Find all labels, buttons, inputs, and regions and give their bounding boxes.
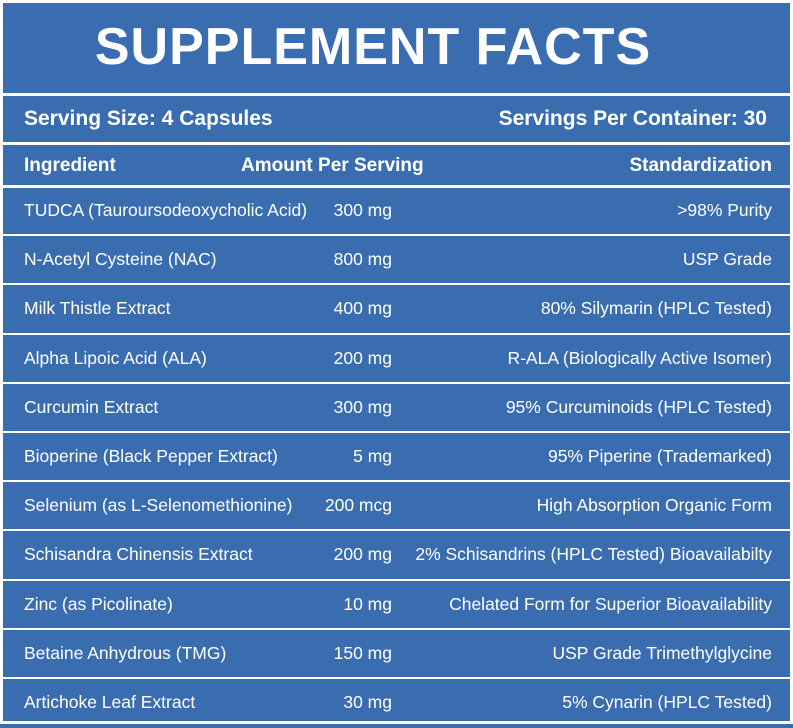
- ingredient-cell: N-Acetyl Cysteine (NAC): [24, 249, 217, 270]
- amount-cell: 30 mg: [343, 691, 392, 712]
- amount-cell: 300 mg: [333, 200, 392, 220]
- column-header-amount: Amount Per Serving: [241, 155, 424, 176]
- standardization-cell: >98% Purity: [677, 200, 772, 220]
- row-divider: [3, 676, 790, 679]
- serving-size: Serving Size: 4 Capsules: [24, 107, 273, 130]
- table-row: Milk Thistle Extract 400 mg 80% Silymarin …: [3, 285, 790, 335]
- ingredient-cell: Bioperine (Black Pepper Extract): [24, 445, 278, 466]
- table-row: Bioperine (Black Pepper Extract) 5 mg 95% …: [3, 433, 790, 483]
- table-row: Betaine Anhydrous (TMG) 150 mg USP Grade T…: [3, 630, 790, 679]
- serving-divider: [3, 142, 790, 145]
- table-row: Selenium (as L-Selenomethionine) 200 mcg H…: [3, 482, 790, 532]
- row-divider: [3, 283, 790, 286]
- servings-per-container: Servings Per Container: 30: [498, 107, 767, 130]
- standardization-cell: 80% Silymarin (HPLC Tested): [540, 298, 772, 319]
- column-header-ingredient: Ingredient: [24, 155, 116, 176]
- title-divider: [3, 93, 790, 96]
- amount-cell: 200 mcg: [324, 495, 392, 516]
- standardization-cell: Chelated Form for Superior Bioavailabili…: [449, 593, 772, 614]
- amount-cell: 150 mg: [333, 642, 392, 663]
- ingredient-cell: Schisandra Chinensis Extract: [24, 544, 253, 565]
- table-row: Artichoke Leaf Extract 30 mg 5% Cynarin (H…: [3, 679, 790, 728]
- table-row: Curcumin Extract 300 mg 95% Curcuminoids (…: [3, 384, 790, 433]
- standardization-cell: USP Grade Trimethylglycine: [552, 642, 773, 663]
- standardization-cell: 95% Curcuminoids (HPLC Tested): [505, 396, 772, 417]
- amount-cell: 10 mg: [343, 593, 392, 614]
- row-divider: [3, 234, 790, 237]
- ingredient-table: TUDCA (Tauroursodeoxycholic Acid) 300 mg >…: [3, 187, 790, 728]
- ingredient-cell: Alpha Lipoic Acid (ALA): [24, 347, 207, 368]
- row-divider: [3, 332, 790, 335]
- ingredient-cell: Selenium (as L-Selenomethionine): [24, 495, 293, 516]
- row-divider: [3, 578, 790, 581]
- page-title: SUPPLEMENT FACTS: [94, 18, 652, 76]
- amount-cell: 200 mg: [333, 544, 392, 565]
- standardization-cell: R-ALA (Biologically Active Isomer): [507, 347, 772, 368]
- table-row: TUDCA (Tauroursodeoxycholic Acid) 300 mg >…: [3, 187, 790, 237]
- row-divider: [3, 480, 790, 483]
- table-row: Schisandra Chinensis Extract 200 mg 2% Sch…: [3, 531, 790, 581]
- header-divider: [3, 185, 790, 188]
- ingredient-cell: Betaine Anhydrous (TMG): [24, 642, 227, 663]
- row-divider: [3, 430, 790, 433]
- amount-cell: 200 mg: [333, 347, 392, 368]
- ingredient-cell: Curcumin Extract: [24, 396, 159, 417]
- row-divider: [3, 381, 790, 384]
- standardization-cell: 95% Piperine (Trademarked): [547, 445, 772, 466]
- amount-cell: 300 mg: [333, 396, 392, 417]
- column-header-standardization: Standardization: [629, 155, 772, 176]
- amount-cell: 400 mg: [333, 298, 392, 319]
- amount-cell: 800 mg: [333, 249, 392, 270]
- standardization-cell: USP Grade: [682, 249, 772, 270]
- table-row: N-Acetyl Cysteine (NAC) 800 mg USP Grade: [3, 236, 790, 286]
- row-divider: [3, 529, 790, 532]
- ingredient-cell: TUDCA (Tauroursodeoxycholic Acid): [24, 200, 308, 220]
- standardization-cell: 2% Schisandrins (HPLC Tested) Bioavailab…: [415, 544, 772, 565]
- standardization-cell: High Absorption Organic Form: [536, 495, 772, 516]
- table-row: Zinc (as Picolinate) 10 mg Chelated Form f…: [3, 581, 790, 630]
- ingredient-cell: Artichoke Leaf Extract: [24, 691, 196, 712]
- ingredient-cell: Milk Thistle Extract: [24, 298, 171, 319]
- ingredient-cell: Zinc (as Picolinate): [24, 593, 173, 614]
- row-divider: [3, 627, 790, 630]
- standardization-cell: 5% Cynarin (HPLC Tested): [562, 691, 772, 712]
- amount-cell: 5 mg: [353, 445, 392, 466]
- table-row: Alpha Lipoic Acid (ALA) 200 mg R-ALA (Biol…: [3, 335, 790, 384]
